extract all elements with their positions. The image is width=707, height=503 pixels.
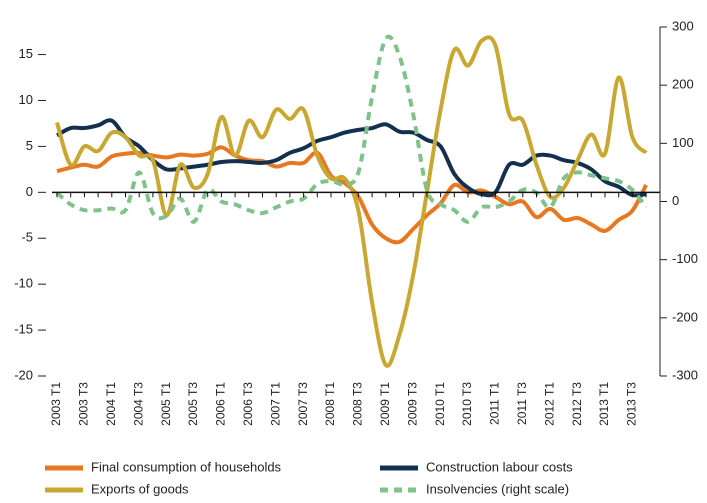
y2-tick-label: 100 [672, 135, 694, 150]
x-tick-label: 2006 T1 [214, 382, 228, 426]
x-tick-label: 2008 T3 [351, 382, 365, 426]
y-tick-label: -10 [14, 276, 33, 291]
x-tick-label: 2013 T1 [597, 382, 611, 426]
legend-label: Final consumption of households [91, 459, 282, 474]
x-tick-label: 2003 T3 [77, 382, 91, 426]
x-tick-label: 2012 T1 [542, 382, 556, 426]
x-tick-label: 2011 T1 [488, 382, 502, 425]
legend-label: Exports of goods [91, 481, 189, 496]
y2-tick-label: 200 [672, 77, 694, 92]
x-tick-label: 2011 T3 [515, 382, 529, 425]
y2-tick-label: -200 [672, 309, 698, 324]
y2-tick-label: -100 [672, 251, 698, 266]
series-line [55, 35, 648, 368]
y-tick-label: 10 [19, 92, 33, 107]
y2-tick-label: -300 [672, 367, 698, 382]
x-tick-label: 2010 T3 [460, 382, 474, 426]
x-tick-label: 2010 T1 [433, 382, 447, 426]
x-tick-label: 2005 T3 [186, 382, 200, 426]
x-tick-label: 2003 T1 [49, 382, 63, 426]
x-tick-label: 2004 T3 [131, 382, 145, 426]
y-tick-label: -20 [14, 367, 33, 382]
x-tick-label: 2005 T1 [159, 382, 173, 426]
y2-tick-label: 0 [672, 193, 679, 208]
y-tick-label: 15 [19, 46, 33, 61]
series-line [55, 34, 648, 224]
x-tick-label: 2006 T3 [241, 382, 255, 426]
y2-tick-label: 300 [672, 18, 694, 33]
x-tick-label: 2009 T3 [405, 382, 419, 426]
y-tick-label: -5 [21, 230, 33, 245]
legend-label: Insolvencies (right scale) [426, 481, 569, 496]
y-tick-label: 5 [26, 138, 33, 153]
x-tick-label: 2007 T1 [268, 382, 282, 426]
x-tick-label: 2007 T3 [296, 382, 310, 426]
y-tick-label: -15 [14, 322, 33, 337]
x-tick-label: 2008 T1 [323, 382, 337, 426]
x-tick-label: 2009 T1 [378, 382, 392, 426]
x-tick-label: 2004 T1 [104, 382, 118, 426]
x-tick-label: 2012 T3 [570, 382, 584, 426]
legend-label: Construction labour costs [426, 459, 573, 474]
y-tick-label: 0 [26, 184, 33, 199]
x-tick-label: 2013 T3 [625, 382, 639, 426]
